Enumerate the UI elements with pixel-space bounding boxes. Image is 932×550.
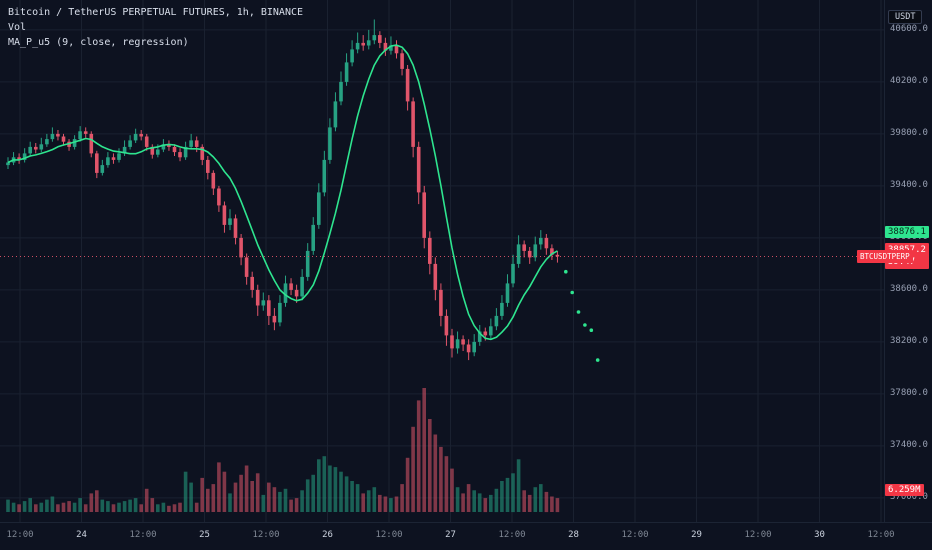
time-axis-label: 28 [568, 530, 579, 540]
time-axis-label: 12:00 [867, 530, 895, 540]
time-axis-label: 12:00 [744, 530, 772, 540]
price-axis-label: 37400.0 [890, 439, 928, 450]
price-axis-label: 39400.0 [890, 179, 928, 190]
time-axis-label: 27 [445, 530, 456, 540]
indicator-value-badge: 38876.1 [885, 226, 929, 238]
time-axis-label: 24 [76, 530, 87, 540]
time-axis-label: 25 [199, 530, 210, 540]
indicator-legend[interactable]: MA_P_u5 (9, close, regression) [8, 37, 189, 48]
time-axis-label: 29 [691, 530, 702, 540]
time-axis-label: 12:00 [6, 530, 34, 540]
currency-badge[interactable]: USDT [888, 10, 923, 24]
price-axis-label: 39800.0 [890, 127, 928, 138]
time-axis-label: 12:00 [129, 530, 157, 540]
time-axis-label: 26 [322, 530, 333, 540]
time-axis[interactable]: 12:00 24 12:00 25 12:00 26 12:00 27 12:00 28 12:00… [0, 522, 932, 550]
volume-value-badge: 6.259M [885, 484, 924, 496]
price-axis-label: 37000.0 [890, 491, 928, 502]
time-axis-label: 12:00 [621, 530, 649, 540]
time-axis-label: 12:00 [252, 530, 280, 540]
symbol-legend[interactable]: Bitcoin / TetherUS PERPETUAL FUTURES, 1h… [8, 7, 304, 18]
price-axis-label: 40200.0 [890, 75, 928, 86]
price-axis-label: 38600.0 [890, 283, 928, 294]
price-axis-label: 38200.0 [890, 335, 928, 346]
chart-legend: Bitcoin / TetherUS PERPETUAL FUTURES, 1h… [8, 5, 303, 50]
symbol-price-tag[interactable]: BTCUSDTPERP [857, 250, 913, 263]
price-axis-label: 40600.0 [890, 23, 928, 34]
volume-legend[interactable]: Vol [8, 22, 27, 33]
time-axis-label: 12:00 [375, 530, 403, 540]
price-axis-label: 37800.0 [890, 387, 928, 398]
time-axis-label: 30 [814, 530, 825, 540]
time-axis-label: 12:00 [498, 530, 526, 540]
